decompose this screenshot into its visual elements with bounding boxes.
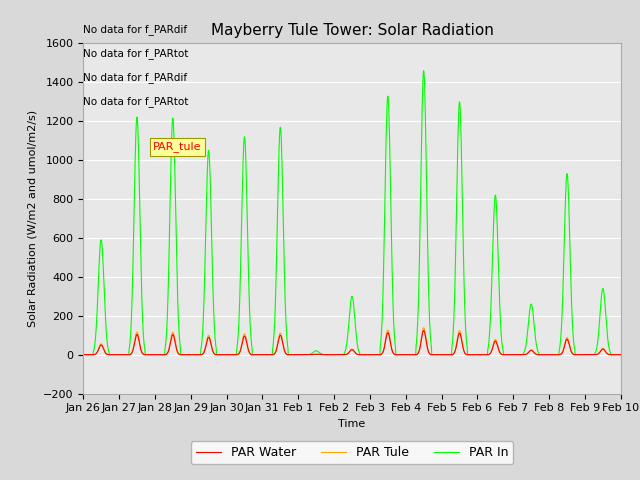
PAR Water xyxy=(506,352,514,358)
PAR Tule xyxy=(259,352,267,358)
PAR In xyxy=(554,352,561,358)
PAR Water xyxy=(79,352,87,358)
Y-axis label: Solar Radiation (W/m2 and umol/m2/s): Solar Radiation (W/m2 and umol/m2/s) xyxy=(28,110,37,327)
Title: Mayberry Tule Tower: Solar Radiation: Mayberry Tule Tower: Solar Radiation xyxy=(211,23,493,38)
PAR Tule xyxy=(186,352,193,358)
Text: No data for f_PARdif: No data for f_PARdif xyxy=(83,24,188,35)
PAR Tule xyxy=(420,325,428,331)
PAR Water xyxy=(259,352,267,358)
PAR Water xyxy=(554,352,561,358)
PAR In xyxy=(617,352,625,358)
PAR Water xyxy=(420,328,428,334)
PAR In xyxy=(186,352,193,358)
PAR In xyxy=(420,68,428,73)
PAR Tule xyxy=(506,352,514,358)
PAR In xyxy=(259,352,267,358)
Line: PAR In: PAR In xyxy=(83,71,621,355)
PAR Tule xyxy=(436,352,444,358)
PAR Water xyxy=(617,352,625,358)
Line: PAR Water: PAR Water xyxy=(83,331,621,355)
Text: No data for f_PARdif: No data for f_PARdif xyxy=(83,72,188,83)
PAR In xyxy=(79,352,87,358)
PAR In xyxy=(436,352,444,358)
Text: No data for f_PARtot: No data for f_PARtot xyxy=(83,48,189,59)
PAR Tule xyxy=(617,352,625,358)
Text: PAR_tule: PAR_tule xyxy=(153,141,202,152)
Legend: PAR Water, PAR Tule, PAR In: PAR Water, PAR Tule, PAR In xyxy=(191,442,513,465)
PAR Tule xyxy=(199,351,207,357)
PAR Tule xyxy=(79,352,87,358)
X-axis label: Time: Time xyxy=(339,419,365,429)
Line: PAR Tule: PAR Tule xyxy=(83,328,621,355)
PAR In xyxy=(506,352,514,358)
PAR Water xyxy=(436,352,444,358)
PAR Water xyxy=(186,352,193,358)
PAR Tule xyxy=(554,352,561,358)
PAR Water xyxy=(199,351,207,357)
Text: No data for f_PARtot: No data for f_PARtot xyxy=(83,96,189,107)
PAR In xyxy=(199,327,207,333)
